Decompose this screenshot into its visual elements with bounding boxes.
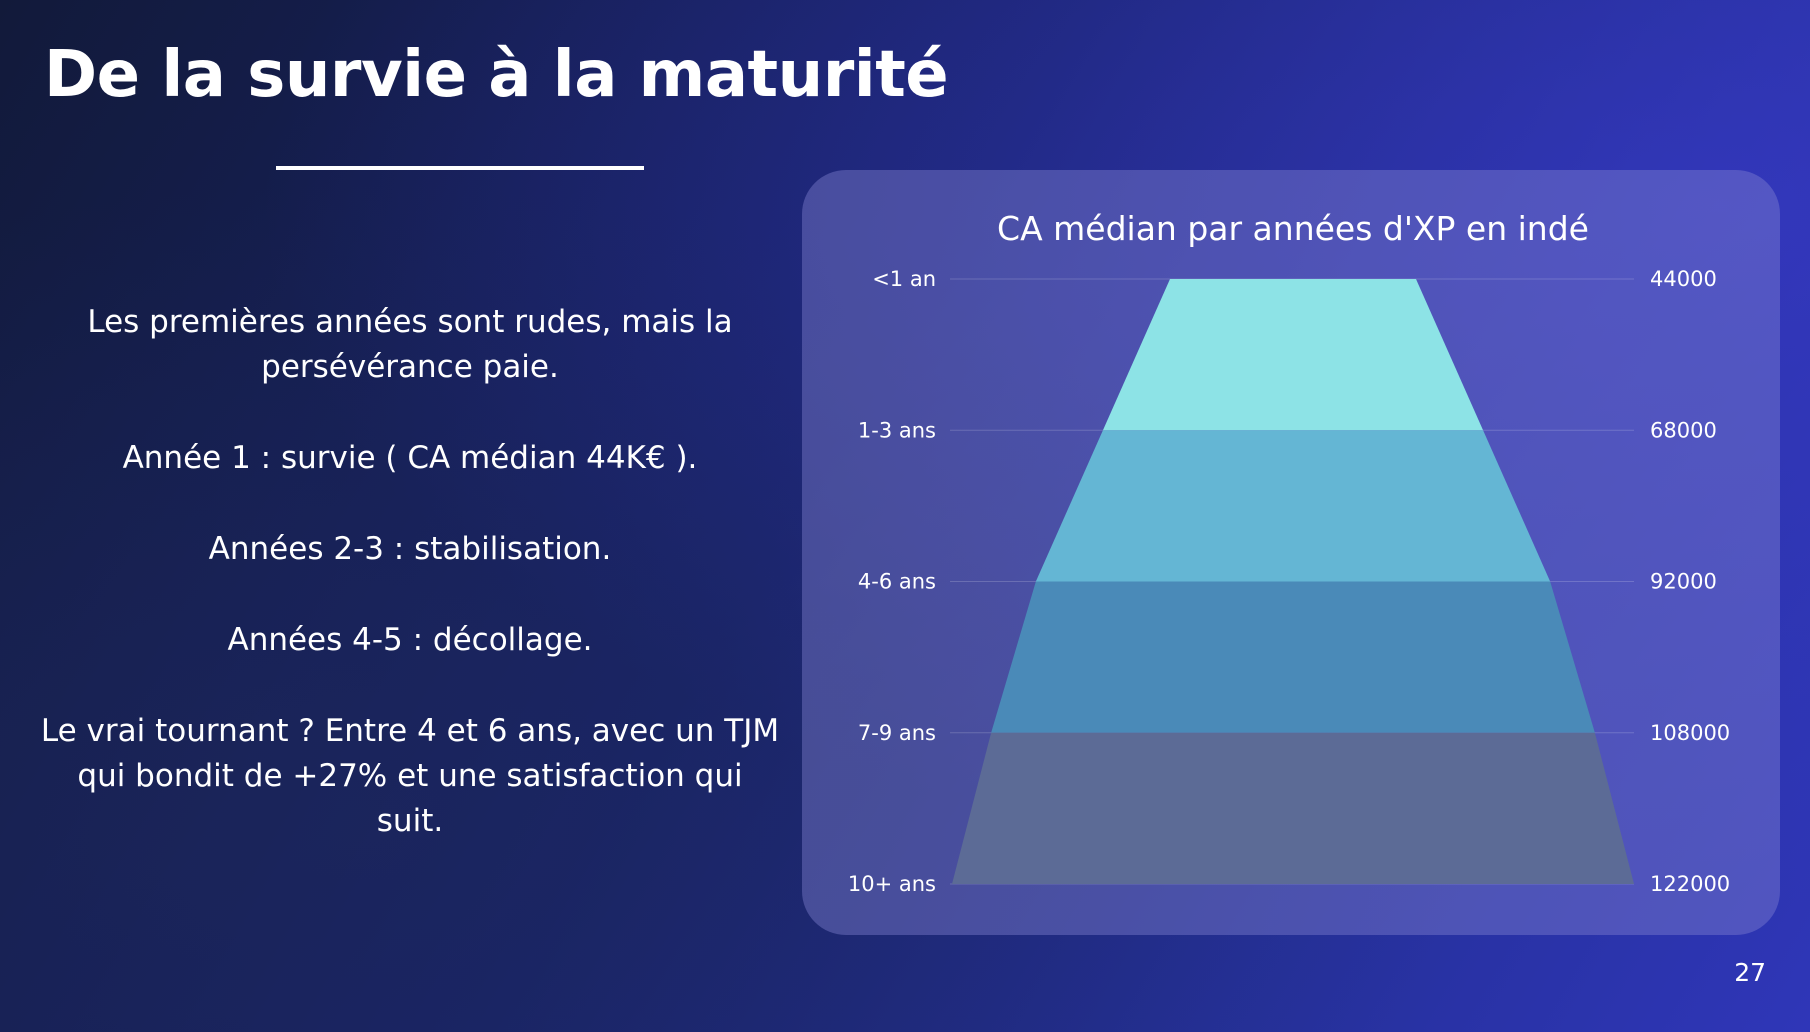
funnel-segment [991,581,1595,733]
value-label: 108000 [1650,721,1730,745]
chart-card: CA médian par années d'XP en indé <1 an 4… [802,170,1780,935]
funnel-chart: CA médian par années d'XP en indé <1 an 4… [848,209,1730,896]
paragraph-turning-point: Le vrai tournant ? Entre 4 et 6 ans, ave… [40,713,780,839]
value-label: 122000 [1650,872,1730,896]
paragraph-year-1: Année 1 : survie ( CA médian 44K€ ). [122,440,698,476]
funnel-segment [952,732,1634,884]
category-label: 1-3 ans [858,418,936,442]
paragraph-intro: Les premières années sont rudes, mais la… [87,304,733,385]
category-label: 7-9 ans [858,721,936,745]
chart-title: CA médian par années d'XP en indé [997,209,1589,248]
title-underline [276,166,644,170]
category-label: 10+ ans [848,872,936,896]
paragraph-years-2-3: Années 2-3 : stabilisation. [208,531,612,567]
slide-title: De la survie à la maturité [44,38,949,112]
page-number: 27 [1734,958,1766,987]
value-label: 68000 [1650,418,1717,442]
value-label: 44000 [1650,267,1717,291]
paragraph-years-4-5: Années 4-5 : décollage. [227,622,593,658]
funnel-segment [1102,279,1484,431]
category-label: <1 an [872,267,936,291]
funnel-segment [1035,430,1551,582]
category-label: 4-6 ans [858,570,936,594]
value-label: 92000 [1650,570,1717,594]
body-text: Les premières années sont rudes, mais la… [40,300,780,890]
